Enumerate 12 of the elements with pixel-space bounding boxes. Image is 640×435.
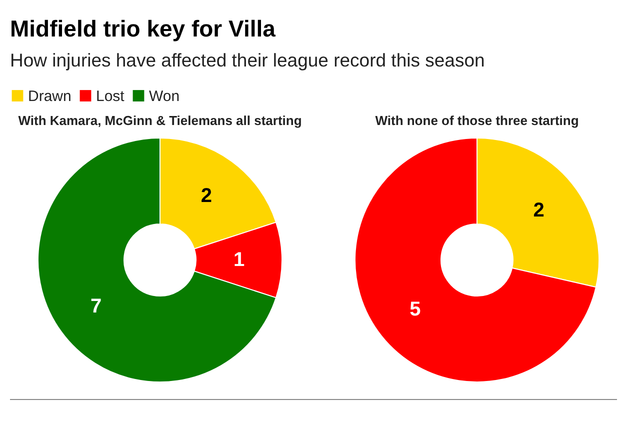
data-label: 7 [90,295,102,318]
legend-label: Drawn [28,88,72,105]
slice-label: With Kamara, McGinn & Tielemans all starting [18,113,302,128]
data-label: 5 [410,298,421,320]
data-label: 2 [533,200,544,222]
legend-label: Won [149,88,180,105]
chart-title: Midfield trio key for Villa [10,16,276,42]
data-label: 2 [200,185,212,208]
legend-label: Lost [96,88,126,105]
slice-label: With none of those three starting [375,113,579,128]
data-label: 1 [233,249,245,271]
chart-subtitle: How injuries have affected their league record this season [10,50,485,70]
